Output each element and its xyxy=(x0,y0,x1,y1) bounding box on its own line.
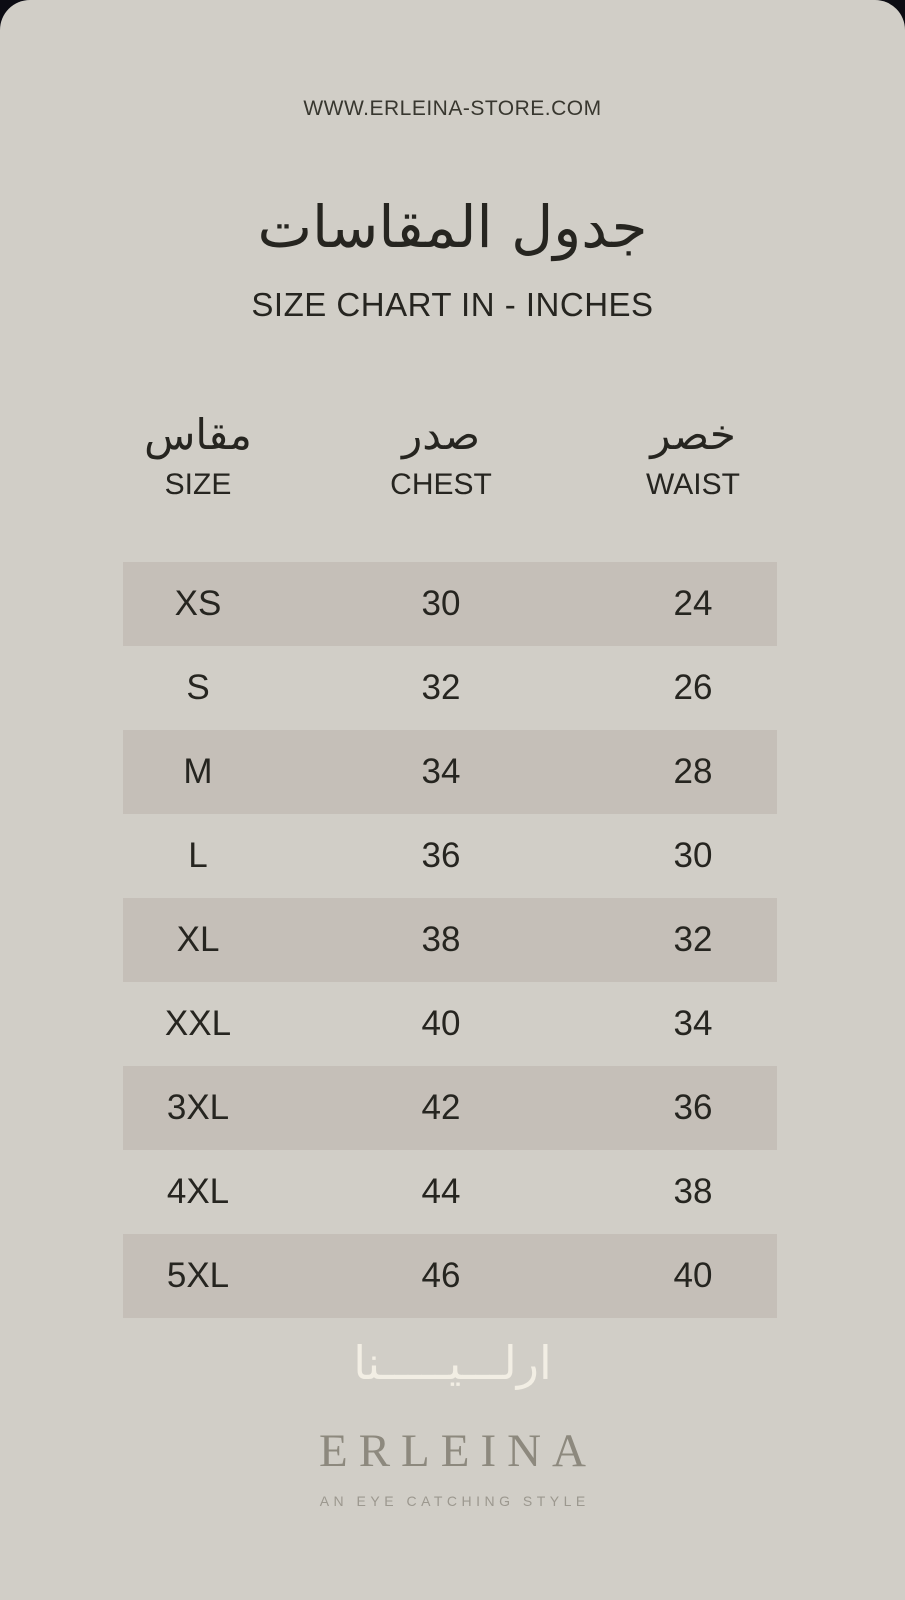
size-cell: M xyxy=(183,752,213,791)
column-header-chest-arabic: صدر xyxy=(402,410,480,459)
table-row: S 32 26 xyxy=(123,646,777,730)
size-cell: 5XL xyxy=(166,1256,230,1295)
waist-cell: 30 xyxy=(673,836,713,875)
chest-cell: 46 xyxy=(421,1256,461,1295)
column-header-waist: خصر WAIST xyxy=(609,408,777,506)
chest-cell: 36 xyxy=(421,836,461,875)
column-header-size-arabic: مقاس xyxy=(144,410,252,459)
store-url: WWW.ERLEINA-STORE.COM xyxy=(303,97,602,120)
waist-cell: 32 xyxy=(673,920,713,959)
chest-cell: 34 xyxy=(421,752,461,791)
column-header-size: مقاس SIZE xyxy=(123,408,273,506)
table-row: XXL 40 34 xyxy=(123,982,777,1066)
table-row: XL 38 32 xyxy=(123,898,777,982)
table-row: 5XL 46 40 xyxy=(123,1234,777,1318)
size-cell: XL xyxy=(176,920,220,959)
table-row: L 36 30 xyxy=(123,814,777,898)
waist-cell: 34 xyxy=(673,1004,713,1043)
column-header-chest: صدر CHEST xyxy=(273,408,609,506)
page-title-arabic: جدول المقاسات xyxy=(257,193,648,261)
size-cell: XS xyxy=(174,584,222,623)
chest-cell: 38 xyxy=(421,920,461,959)
column-header-waist-english: WAIST xyxy=(646,468,740,501)
waist-cell: 40 xyxy=(673,1256,713,1295)
size-cell: 3XL xyxy=(166,1088,230,1127)
brand-tagline: AN EYE CATCHING STYLE xyxy=(319,1493,590,1509)
waist-cell: 28 xyxy=(673,752,713,791)
waist-cell: 24 xyxy=(673,584,713,623)
column-header-chest-english: CHEST xyxy=(390,468,492,501)
size-cell: S xyxy=(186,668,210,707)
brand-logo-arabic: ارلـــيـــــنا xyxy=(353,1336,552,1390)
table-row: M 34 28 xyxy=(123,730,777,814)
brand-logo-wordmark: ERLEINA xyxy=(318,1425,597,1477)
waist-cell: 26 xyxy=(673,668,713,707)
table-row: 4XL 44 38 xyxy=(123,1150,777,1234)
size-cell: L xyxy=(188,836,208,875)
waist-cell: 38 xyxy=(673,1172,713,1211)
table-row: 3XL 42 36 xyxy=(123,1066,777,1150)
column-header-waist-arabic: خصر xyxy=(650,410,736,459)
chest-cell: 40 xyxy=(421,1004,461,1043)
chest-cell: 32 xyxy=(421,668,461,707)
size-cell: 4XL xyxy=(166,1172,230,1211)
column-header-size-english: SIZE xyxy=(164,468,232,501)
chest-cell: 42 xyxy=(421,1088,461,1127)
chest-cell: 44 xyxy=(421,1172,461,1211)
waist-cell: 36 xyxy=(673,1088,713,1127)
size-cell: XXL xyxy=(164,1004,232,1043)
table-row: XS 30 24 xyxy=(123,562,777,646)
chest-cell: 30 xyxy=(421,584,461,623)
page-title-english: SIZE CHART IN - INCHES xyxy=(251,286,654,323)
size-table-body: XS 30 24 S 32 26 M 34 28 L 36 30 XL 38 3… xyxy=(123,562,777,1318)
table-header-row: مقاس SIZE صدر CHEST خصر WAIST xyxy=(123,408,777,506)
